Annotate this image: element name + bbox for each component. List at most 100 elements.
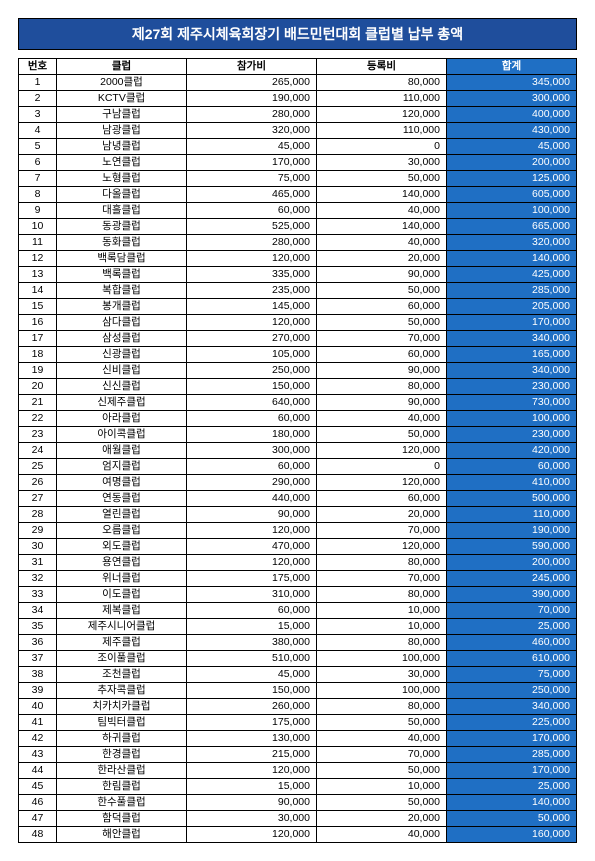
cell-total: 140,000 <box>447 251 577 267</box>
cell-club: 여명클럽 <box>57 475 187 491</box>
cell-total: 170,000 <box>447 315 577 331</box>
cell-club: 복합클럽 <box>57 283 187 299</box>
cell-club: 백록클럽 <box>57 267 187 283</box>
cell-num: 10 <box>19 219 57 235</box>
cell-fee2: 70,000 <box>317 571 447 587</box>
cell-num: 11 <box>19 235 57 251</box>
cell-fee2: 80,000 <box>317 635 447 651</box>
table-row: 45한림클럽15,00010,00025,000 <box>19 779 577 795</box>
cell-num: 6 <box>19 155 57 171</box>
cell-fee1: 280,000 <box>187 107 317 123</box>
cell-fee1: 175,000 <box>187 715 317 731</box>
cell-club: 남녕클럽 <box>57 139 187 155</box>
cell-total: 730,000 <box>447 395 577 411</box>
cell-fee2: 80,000 <box>317 75 447 91</box>
col-header-total: 합계 <box>447 59 577 75</box>
cell-fee1: 310,000 <box>187 587 317 603</box>
table-row: 46한수풀클럽90,00050,000140,000 <box>19 795 577 811</box>
cell-fee2: 50,000 <box>317 427 447 443</box>
table-row: 36제주클럽380,00080,000460,000 <box>19 635 577 651</box>
cell-total: 420,000 <box>447 443 577 459</box>
table-row: 6노연클럽170,00030,000200,000 <box>19 155 577 171</box>
cell-fee1: 465,000 <box>187 187 317 203</box>
cell-fee1: 75,000 <box>187 171 317 187</box>
cell-total: 425,000 <box>447 267 577 283</box>
cell-fee1: 15,000 <box>187 619 317 635</box>
cell-club: 제복클럽 <box>57 603 187 619</box>
cell-total: 170,000 <box>447 731 577 747</box>
cell-num: 1 <box>19 75 57 91</box>
cell-num: 14 <box>19 283 57 299</box>
cell-fee1: 470,000 <box>187 539 317 555</box>
payment-table: 번호 클럽 참가비 등록비 합계 12000클럽265,00080,000345… <box>18 58 577 843</box>
cell-num: 27 <box>19 491 57 507</box>
cell-total: 340,000 <box>447 331 577 347</box>
cell-total: 25,000 <box>447 779 577 795</box>
col-header-fee2: 등록비 <box>317 59 447 75</box>
cell-fee2: 30,000 <box>317 155 447 171</box>
cell-fee2: 40,000 <box>317 411 447 427</box>
cell-fee1: 120,000 <box>187 523 317 539</box>
cell-fee1: 215,000 <box>187 747 317 763</box>
cell-total: 140,000 <box>447 795 577 811</box>
cell-num: 19 <box>19 363 57 379</box>
cell-num: 20 <box>19 379 57 395</box>
cell-club: 백록담클럽 <box>57 251 187 267</box>
cell-fee1: 90,000 <box>187 507 317 523</box>
cell-num: 3 <box>19 107 57 123</box>
cell-fee1: 120,000 <box>187 555 317 571</box>
cell-club: 이도클럽 <box>57 587 187 603</box>
cell-num: 38 <box>19 667 57 683</box>
cell-total: 285,000 <box>447 283 577 299</box>
cell-total: 200,000 <box>447 555 577 571</box>
cell-fee1: 380,000 <box>187 635 317 651</box>
cell-fee1: 45,000 <box>187 139 317 155</box>
cell-total: 500,000 <box>447 491 577 507</box>
cell-fee1: 290,000 <box>187 475 317 491</box>
cell-club: 함덕클럽 <box>57 811 187 827</box>
cell-total: 170,000 <box>447 763 577 779</box>
cell-fee2: 50,000 <box>317 763 447 779</box>
cell-total: 60,000 <box>447 459 577 475</box>
cell-num: 34 <box>19 603 57 619</box>
cell-fee2: 30,000 <box>317 667 447 683</box>
table-row: 32위너클럽175,00070,000245,000 <box>19 571 577 587</box>
cell-fee2: 20,000 <box>317 251 447 267</box>
cell-num: 40 <box>19 699 57 715</box>
cell-fee1: 150,000 <box>187 379 317 395</box>
cell-num: 21 <box>19 395 57 411</box>
cell-num: 32 <box>19 571 57 587</box>
cell-total: 285,000 <box>447 747 577 763</box>
table-row: 28열린클럽90,00020,000110,000 <box>19 507 577 523</box>
table-row: 10동광클럽525,000140,000665,000 <box>19 219 577 235</box>
cell-club: 연동클럽 <box>57 491 187 507</box>
cell-num: 41 <box>19 715 57 731</box>
cell-fee2: 10,000 <box>317 779 447 795</box>
cell-club: 아라클럽 <box>57 411 187 427</box>
table-row: 9대흘클럽60,00040,000100,000 <box>19 203 577 219</box>
cell-fee2: 120,000 <box>317 539 447 555</box>
table-row: 19신비클럽250,00090,000340,000 <box>19 363 577 379</box>
table-row: 26여명클럽290,000120,000410,000 <box>19 475 577 491</box>
page-title: 제27회 제주시체육회장기 배드민턴대회 클럽별 납부 총액 <box>18 18 577 50</box>
cell-total: 25,000 <box>447 619 577 635</box>
cell-num: 5 <box>19 139 57 155</box>
table-row: 48해안클럽120,00040,000160,000 <box>19 827 577 843</box>
cell-fee1: 120,000 <box>187 827 317 843</box>
table-row: 29오름클럽120,00070,000190,000 <box>19 523 577 539</box>
cell-total: 200,000 <box>447 155 577 171</box>
cell-fee2: 50,000 <box>317 283 447 299</box>
cell-total: 160,000 <box>447 827 577 843</box>
cell-total: 190,000 <box>447 523 577 539</box>
cell-total: 110,000 <box>447 507 577 523</box>
table-row: 40치카치카클럽260,00080,000340,000 <box>19 699 577 715</box>
cell-club: 외도클럽 <box>57 539 187 555</box>
cell-num: 9 <box>19 203 57 219</box>
cell-total: 390,000 <box>447 587 577 603</box>
cell-total: 165,000 <box>447 347 577 363</box>
cell-num: 45 <box>19 779 57 795</box>
table-row: 24애월클럽300,000120,000420,000 <box>19 443 577 459</box>
table-row: 16삼다클럽120,00050,000170,000 <box>19 315 577 331</box>
cell-club: 삼다클럽 <box>57 315 187 331</box>
col-header-fee1: 참가비 <box>187 59 317 75</box>
